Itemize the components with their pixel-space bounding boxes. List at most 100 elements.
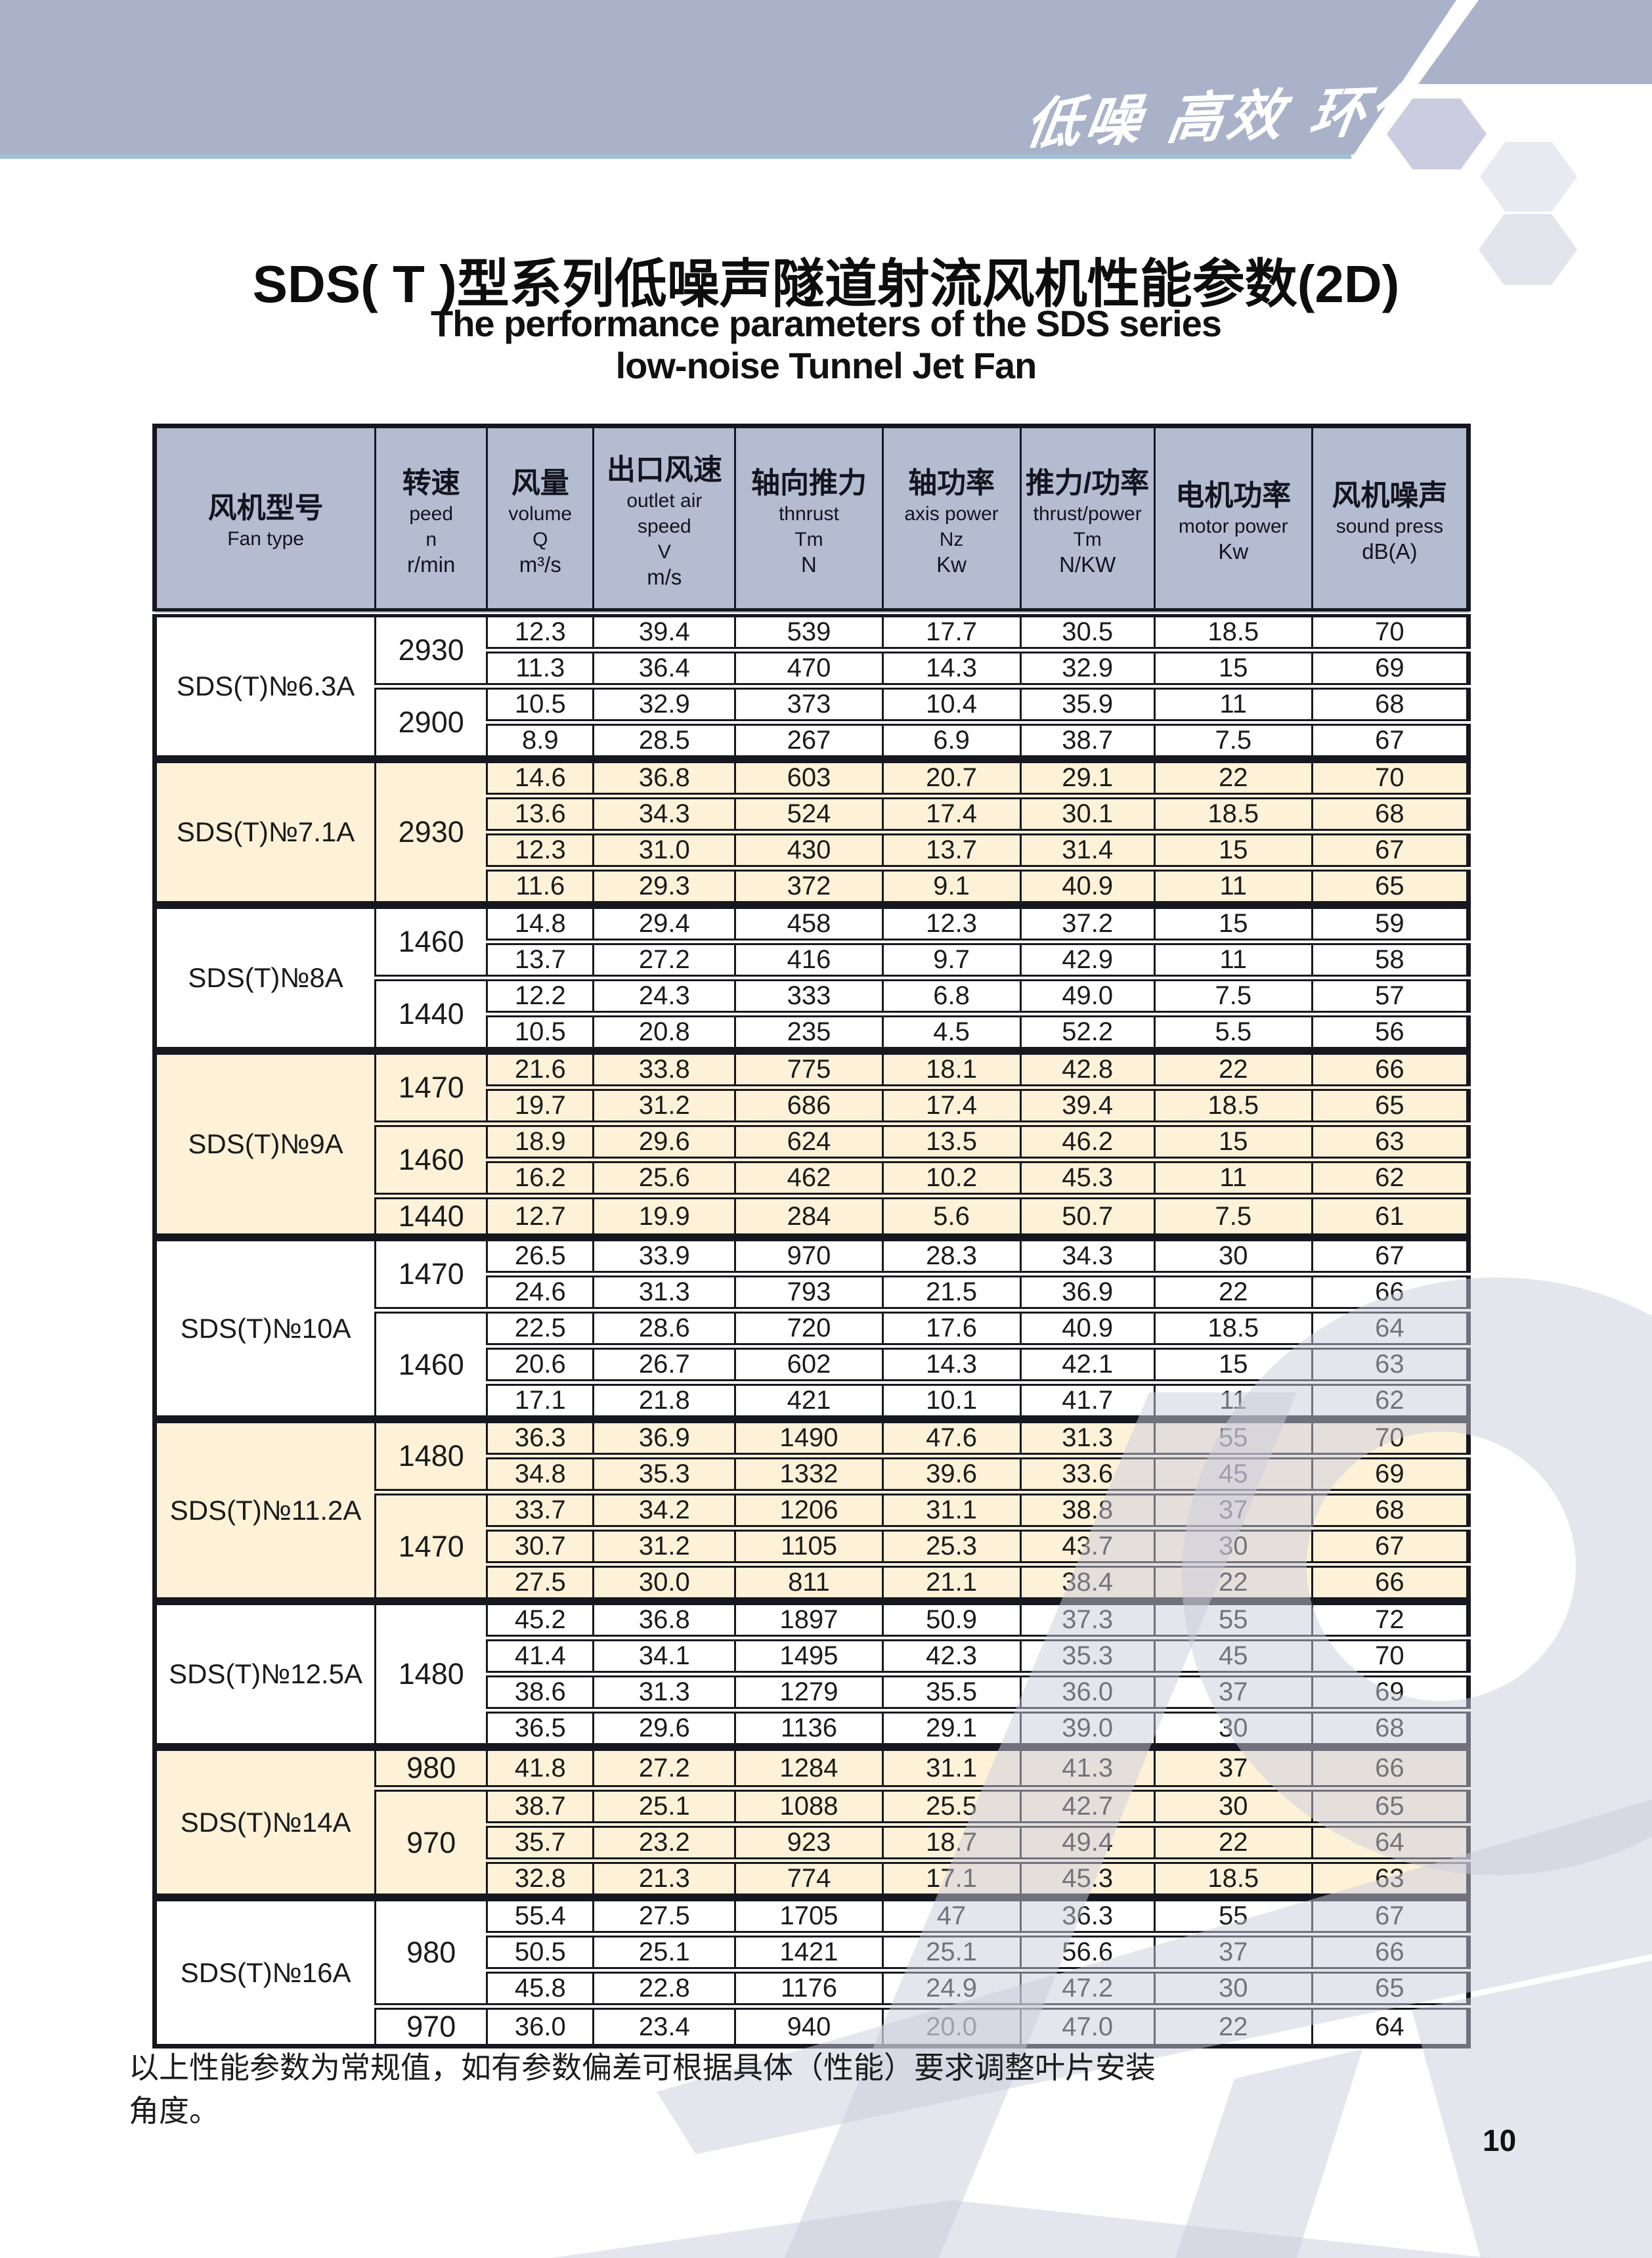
column-header-en: Nz [939, 528, 964, 550]
value-cell: 6.9 [881, 719, 1022, 761]
table-row: SDS(T)№9A 1470 21.6 33.8 775 18.1 42.8 22 66 [153, 1048, 1470, 1239]
value-cell: 1490 [734, 1416, 884, 1457]
value-cell: 416 [734, 939, 884, 979]
value-cell: 38.7 [486, 1785, 595, 1826]
value-cell: 811 [734, 1561, 884, 1603]
value-cell: 18.7 [881, 1821, 1022, 1862]
value-cell: 30 [1153, 1967, 1313, 2008]
value-cell: 46.2 [1019, 1120, 1156, 1161]
value-cell: 12.3 [486, 829, 595, 870]
column-header-unit: N/KW [1059, 552, 1116, 577]
table-row: 10.5 20.8 235 4.5 52.2 5.5 56 [155, 1011, 1470, 1052]
column-header-zh: 转速 [402, 466, 460, 499]
fan-group: SDS(T)№6.3A 2930 12.3 39.4 539 17.7 30.5 18.5 70… [153, 609, 1470, 761]
column-header-en: motor power [1178, 516, 1288, 537]
column-header: 推力/功率 thrust/power Tm N/KW [1019, 425, 1156, 614]
value-cell: 14.3 [881, 647, 1022, 688]
speed-cell: 1470 [374, 1234, 489, 1312]
value-cell: 42.7 [1019, 1785, 1156, 1826]
table-row: 11.3 36.4 470 14.3 32.9 15 69 [155, 647, 1470, 688]
value-cell: 27.5 [592, 1894, 737, 1936]
value-cell: 15 [1153, 902, 1313, 943]
speed-cell: 2930 [374, 609, 489, 688]
value-cell: 40.9 [1019, 865, 1156, 906]
table-row: 16.2 25.6 462 10.2 45.3 11 62 [155, 1157, 1470, 1197]
value-cell: 28.5 [592, 719, 737, 761]
column-header-zh: 电机功率 [1175, 479, 1292, 512]
value-cell: 65 [1311, 1084, 1470, 1125]
value-cell: 39.6 [881, 1453, 1022, 1494]
value-cell: 30.1 [1019, 793, 1156, 833]
value-cell: 9.7 [881, 939, 1022, 979]
value-cell: 13.5 [881, 1120, 1022, 1161]
value-cell: 66 [1311, 1271, 1470, 1312]
column-header-en: thnrust [779, 502, 839, 525]
value-cell: 37 [1153, 1671, 1313, 1712]
value-cell: 24.6 [486, 1271, 595, 1312]
value-cell: 63 [1311, 1857, 1470, 1899]
value-cell: 21.8 [592, 1379, 737, 1421]
value-cell: 1421 [734, 1931, 884, 1972]
speed-cell: 980 [374, 1894, 489, 2008]
footnote: 以上性能参数为常规值，如有参数偏差可根据具体（性能）要求调整叶片安装角度。 [129, 2051, 1156, 2128]
value-cell: 49.0 [1019, 975, 1156, 1015]
table-row: 2900 10.5 32.9 373 10.4 35.9 11 68 [155, 683, 1470, 761]
fan-type-cell: SDS(T)№12.5A [153, 1600, 377, 1748]
speed-cell: 2900 [374, 683, 489, 761]
value-cell: 59 [1311, 902, 1470, 943]
value-cell: 31.3 [1019, 1416, 1156, 1457]
value-cell: 34.8 [486, 1453, 595, 1494]
value-cell: 68 [1311, 683, 1470, 724]
value-cell: 430 [734, 829, 884, 870]
value-cell: 67 [1311, 829, 1470, 870]
value-cell: 50.9 [881, 1598, 1022, 1639]
column-header-en: peed [409, 502, 454, 525]
top-banner [0, 0, 1456, 154]
value-cell: 67 [1311, 1894, 1470, 1936]
value-cell: 30 [1153, 1785, 1313, 1826]
value-cell: 27.5 [486, 1561, 595, 1603]
value-cell: 18.9 [486, 1120, 595, 1161]
column-header-zh: 风机型号 [207, 492, 324, 524]
fan-type-cell: SDS(T)№11.2A [153, 1418, 377, 1603]
value-cell: 22 [1153, 2003, 1313, 2047]
value-cell: 37 [1153, 1931, 1313, 1972]
value-cell: 333 [734, 975, 884, 1015]
value-cell: 29.1 [881, 1707, 1022, 1748]
value-cell: 28.6 [592, 1307, 737, 1348]
value-cell: 18.5 [1153, 1307, 1313, 1348]
value-cell: 15 [1153, 647, 1313, 688]
value-cell: 45.8 [486, 1967, 595, 2008]
value-cell: 45 [1153, 1453, 1313, 1494]
value-cell: 55 [1153, 1416, 1313, 1457]
value-cell: 25.1 [592, 1931, 737, 1972]
value-cell: 70 [1311, 756, 1470, 797]
value-cell: 1897 [734, 1598, 884, 1639]
speed-cell: 1460 [374, 1307, 489, 1421]
fan-type-cell: SDS(T)№14A [153, 1746, 377, 1899]
value-cell: 624 [734, 1120, 884, 1161]
speed-cell: 980 [374, 1744, 489, 1790]
value-cell: 30.5 [1019, 609, 1156, 652]
column-header-zh: 轴向推力 [750, 466, 867, 499]
value-cell: 37.2 [1019, 902, 1156, 943]
value-cell: 36.5 [486, 1707, 595, 1748]
value-cell: 35.3 [592, 1453, 737, 1494]
fan-type-cell: SDS(T)№9A [153, 1050, 377, 1239]
value-cell: 11 [1153, 939, 1313, 979]
value-cell: 11 [1153, 1379, 1313, 1421]
value-cell: 12.3 [881, 902, 1022, 943]
value-cell: 17.4 [881, 1084, 1022, 1125]
value-cell: 37.3 [1019, 1598, 1156, 1639]
value-cell: 41.3 [1019, 1744, 1156, 1790]
value-cell: 35.3 [1019, 1635, 1156, 1675]
value-cell: 67 [1311, 719, 1470, 761]
column-header: 风机噪声 sound press dB(A) [1311, 425, 1470, 614]
column-header-zh: 轴功率 [908, 466, 995, 499]
value-cell: 34.2 [592, 1489, 737, 1530]
value-cell: 67 [1311, 1234, 1470, 1275]
value-cell: 13.7 [881, 829, 1022, 870]
table-row: SDS(T)№11.2A 1480 36.3 36.9 1490 47.6 31.3 55 70 [153, 1416, 1470, 1603]
value-cell: 26.5 [486, 1234, 595, 1275]
